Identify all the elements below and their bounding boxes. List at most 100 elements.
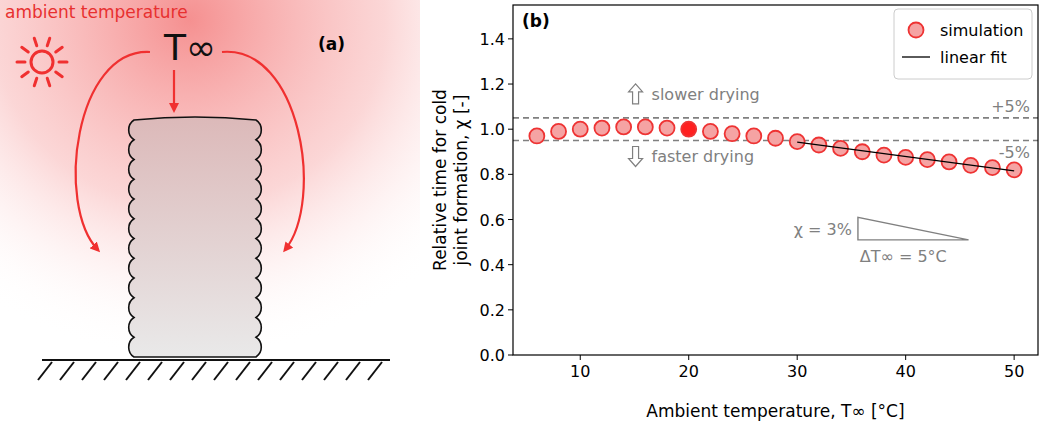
y-tick [508, 84, 513, 85]
data-layer [529, 119, 1021, 177]
ground-hatch [126, 362, 140, 380]
heat-arrow [173, 70, 175, 110]
legend-line [902, 56, 930, 57]
panel-a-title: ambient temperature [5, 2, 188, 22]
ground-hatch [346, 362, 360, 380]
y-tick-label: 0.4 [480, 256, 505, 275]
plot-frame [513, 5, 1038, 355]
x-tick-label: 40 [895, 362, 915, 381]
data-point [790, 134, 805, 149]
x-tick [905, 355, 906, 360]
ground-hatch [104, 362, 118, 380]
y-axis-title-line: Relative time for cold [430, 89, 450, 271]
slope-triangle [858, 217, 969, 240]
x-tick-label: 20 [679, 362, 699, 381]
legend: simulation linear fit [894, 9, 1032, 79]
printed-wall [129, 117, 262, 357]
y-tick [508, 174, 513, 175]
sun-icon [17, 38, 67, 86]
panel-a: ambient temperature (a) T∞ [0, 0, 420, 400]
drying-label: faster drying [652, 147, 755, 166]
y-tick [508, 309, 513, 310]
data-point [529, 128, 544, 143]
ground-hatch [236, 362, 250, 380]
reference-line [513, 117, 1038, 119]
ground-hatch [148, 362, 162, 380]
data-point [746, 128, 761, 143]
slope-label: ΔT∞ = 5°C [860, 247, 947, 266]
data-point [703, 124, 718, 139]
legend-marker [909, 23, 924, 38]
y-tick [508, 355, 513, 356]
data-point [660, 121, 675, 136]
data-point [725, 126, 740, 141]
y-tick-label: 1.0 [480, 120, 505, 139]
legend-label: linear fit [940, 48, 1007, 67]
reference-label: -5% [999, 143, 1030, 162]
x-tick-label: 30 [787, 362, 807, 381]
fit-line [797, 142, 1014, 171]
legend-box [894, 9, 1032, 79]
sun-ray [56, 47, 62, 52]
legend-label: simulation [940, 21, 1023, 40]
sun-ray [34, 38, 36, 46]
ground-hatch [368, 362, 382, 380]
sun-disc [31, 51, 53, 73]
ground-hatch [214, 362, 228, 380]
x-tick [688, 355, 689, 360]
sun-ray [47, 78, 49, 86]
figure: ambient temperature (a) T∞ +5% slower drying… [0, 0, 1043, 436]
x-tick-label: 50 [1004, 362, 1024, 381]
x-tick [1014, 355, 1015, 360]
sun-ray [17, 61, 25, 64]
y-tick-label: 1.2 [480, 75, 505, 94]
data-point [616, 119, 631, 134]
y-tick [508, 38, 513, 39]
y-tick-label: 0.6 [480, 211, 505, 230]
y-tick-label: 0.2 [480, 301, 505, 320]
panel-label: (a) [318, 34, 345, 54]
ground-hatch [302, 362, 316, 380]
sun-ray [56, 72, 62, 77]
y-tick [508, 129, 513, 130]
y-axis-title: Relative time for coldjoint formation, χ… [430, 89, 471, 271]
x-tick-label: 10 [570, 362, 590, 381]
sun-ray [47, 38, 49, 46]
y-tick [508, 264, 513, 265]
ground-hatch [192, 362, 206, 380]
y-tick-label: 0.0 [480, 346, 505, 365]
sun-ray [22, 72, 28, 77]
sun-ray [34, 78, 36, 86]
ground-hatch [280, 362, 294, 380]
y-axis-title-line: joint formation, χ [-] [451, 95, 471, 267]
data-point [681, 122, 696, 137]
ambient-background [0, 0, 420, 400]
y-tick-label: 1.4 [480, 30, 505, 49]
y-tick-label: 0.8 [480, 165, 505, 184]
temperature-symbol: T∞ [163, 27, 216, 68]
data-point [594, 121, 609, 136]
ground-hatch [258, 362, 272, 380]
data-point [573, 122, 588, 137]
ground-hatch [82, 362, 96, 380]
x-tick [580, 355, 581, 360]
x-tick [797, 355, 798, 360]
data-point [551, 124, 566, 139]
drying-arrow [629, 146, 643, 166]
slope-label: χ = 3% [794, 220, 852, 239]
drying-arrow [629, 84, 643, 104]
ground-hatch [170, 362, 184, 380]
data-point [768, 131, 783, 146]
x-axis-title: Ambient temperature, T∞ [°C] [646, 401, 904, 421]
ground-hatch [60, 362, 74, 380]
drying-label: slower drying [652, 85, 760, 104]
sun-ray [22, 47, 28, 52]
panel-b: +5% slower drying -5% faster drying χ = 3% ΔT… [430, 5, 1038, 421]
sun-ray [59, 61, 67, 64]
ground-line [42, 359, 390, 361]
ground-hatch [324, 362, 338, 380]
reference-label: +5% [991, 97, 1030, 116]
data-point [876, 148, 891, 163]
ground-hatch [38, 362, 52, 380]
panel-label: (b) [522, 11, 550, 31]
